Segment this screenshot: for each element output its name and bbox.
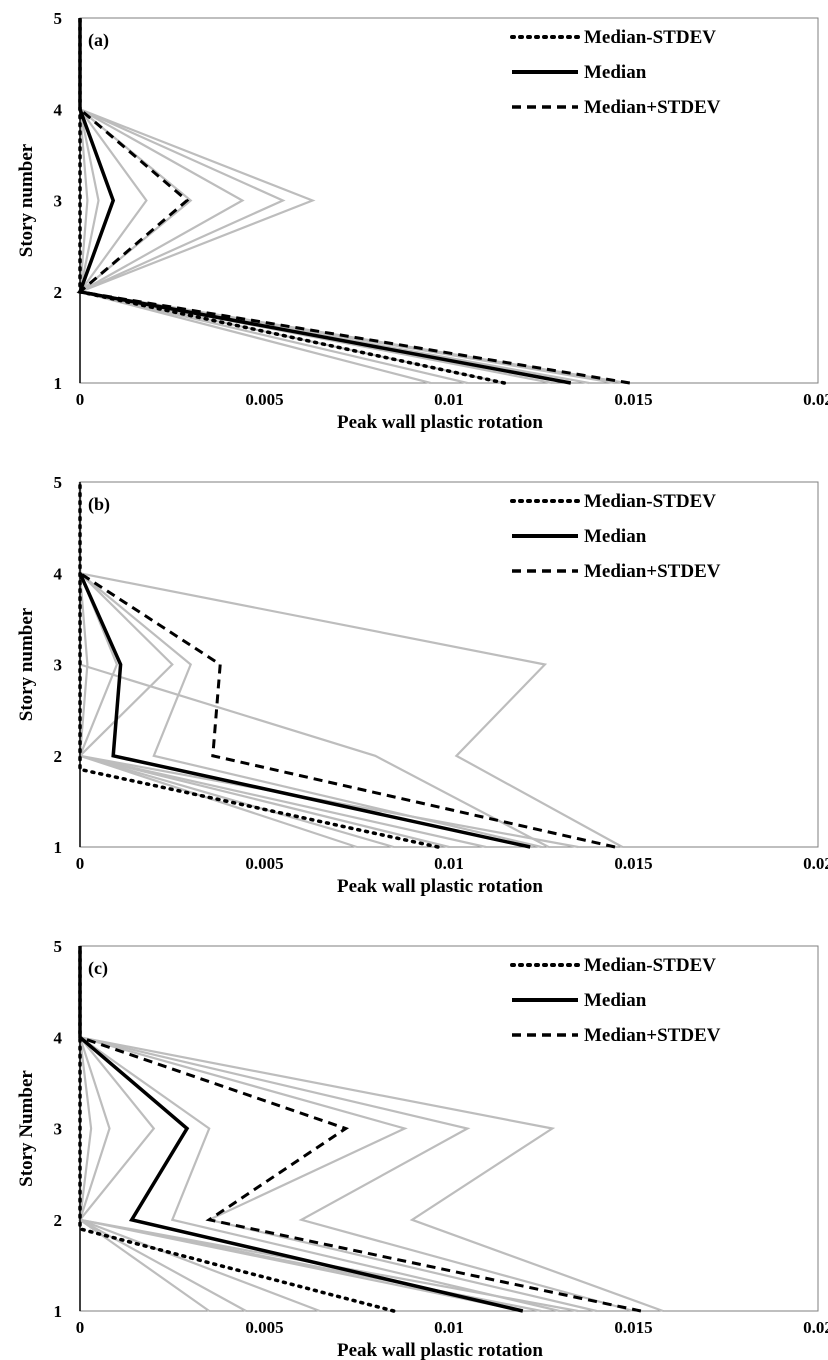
- y-tick-label: 2: [54, 283, 63, 302]
- y-tick-label: 1: [54, 374, 63, 393]
- y-tick-label: 3: [54, 656, 63, 675]
- legend-label: Median: [584, 526, 647, 547]
- x-tick-label: 0: [76, 1318, 85, 1337]
- x-tick-label: 0: [76, 390, 85, 409]
- record-line-4: [77, 18, 553, 385]
- x-tick-label: 0.005: [245, 390, 283, 409]
- record-line-6: [78, 482, 450, 849]
- legend-label: Median: [584, 990, 647, 1011]
- y-tick-label: 4: [54, 564, 63, 583]
- series-line-dashed: [76, 108, 631, 385]
- record-line-5: [77, 946, 542, 1313]
- x-tick-label: 0.005: [245, 1318, 283, 1337]
- y-axis-label: Story Number: [16, 1070, 37, 1187]
- y-tick-label: 1: [54, 838, 63, 857]
- y-axis-label: Story number: [16, 607, 37, 721]
- legend-label: Median-STDEV: [584, 955, 716, 976]
- y-tick-label: 2: [54, 1211, 63, 1230]
- panel-label: (b): [88, 494, 110, 515]
- record-line-9: [78, 946, 247, 1312]
- series-line-dotted: [78, 480, 440, 849]
- y-tick-label: 4: [54, 100, 63, 119]
- y-tick-label: 3: [54, 1120, 63, 1139]
- panel-label: (c): [88, 958, 108, 979]
- x-axis-label: Peak wall plastic rotation: [337, 876, 543, 897]
- x-axis-label: Peak wall plastic rotation: [337, 1340, 543, 1360]
- record-line-4: [78, 946, 560, 1313]
- record-line-7: [78, 482, 395, 849]
- chart-panel-1: 0 0.005 0.01 0.015 0.02 1 2 3 4 5 Peak wall plasti…: [16, 9, 828, 433]
- y-tick-label: 3: [54, 192, 63, 211]
- y-tick-label: 5: [54, 937, 63, 956]
- legend-label: Median+STDEV: [584, 97, 721, 118]
- x-tick-label: 0.01: [434, 1318, 464, 1337]
- legend-label: Median-STDEV: [584, 27, 716, 48]
- record-line-4: [77, 482, 579, 849]
- y-axis-label: Story number: [16, 143, 37, 257]
- chart-panel-2: 0 0.005 0.01 0.015 0.02 1 2 3 4 5 Peak wall plasti…: [16, 473, 828, 897]
- y-tick-label: 4: [54, 1028, 63, 1047]
- legend-label: Median+STDEV: [584, 1025, 721, 1046]
- series-line-dashed: [79, 572, 616, 849]
- x-tick-label: 0.015: [614, 854, 652, 873]
- legend-label: Median+STDEV: [584, 561, 721, 582]
- x-tick-label: 0.02: [803, 390, 828, 409]
- y-tick-label: 5: [54, 473, 63, 492]
- x-axis-label: Peak wall plastic rotation: [337, 412, 543, 433]
- x-tick-label: 0.01: [434, 390, 464, 409]
- legend: Median-STDEV Median Median+STDEV: [510, 491, 721, 582]
- y-tick-label: 5: [54, 9, 63, 28]
- y-tick-label: 2: [54, 747, 63, 766]
- x-tick-label: 0.015: [614, 390, 652, 409]
- x-tick-label: 0.005: [245, 854, 283, 873]
- legend: Median-STDEV Median Median+STDEV: [510, 955, 721, 1046]
- record-line-3: [78, 482, 542, 849]
- chart-panel-3: 0 0.005 0.01 0.015 0.02 1 2 3 4 5 Peak wall plasti…: [16, 937, 828, 1360]
- series-line-dashed: [79, 1035, 642, 1313]
- x-tick-label: 0.02: [803, 854, 828, 873]
- legend-label: Median-STDEV: [584, 491, 716, 512]
- legend-label: Median: [584, 62, 647, 83]
- series-line-solid: [77, 18, 572, 385]
- x-tick-label: 0: [76, 854, 85, 873]
- x-tick-label: 0.015: [614, 1318, 652, 1337]
- legend: Median-STDEV Median Median+STDEV: [510, 27, 721, 118]
- y-tick-label: 1: [54, 1302, 63, 1321]
- x-tick-label: 0.01: [434, 854, 464, 873]
- panel-label: (a): [88, 30, 109, 51]
- series-line-solid: [78, 572, 531, 849]
- record-line-2: [78, 482, 550, 848]
- x-tick-label: 0.02: [803, 1318, 828, 1337]
